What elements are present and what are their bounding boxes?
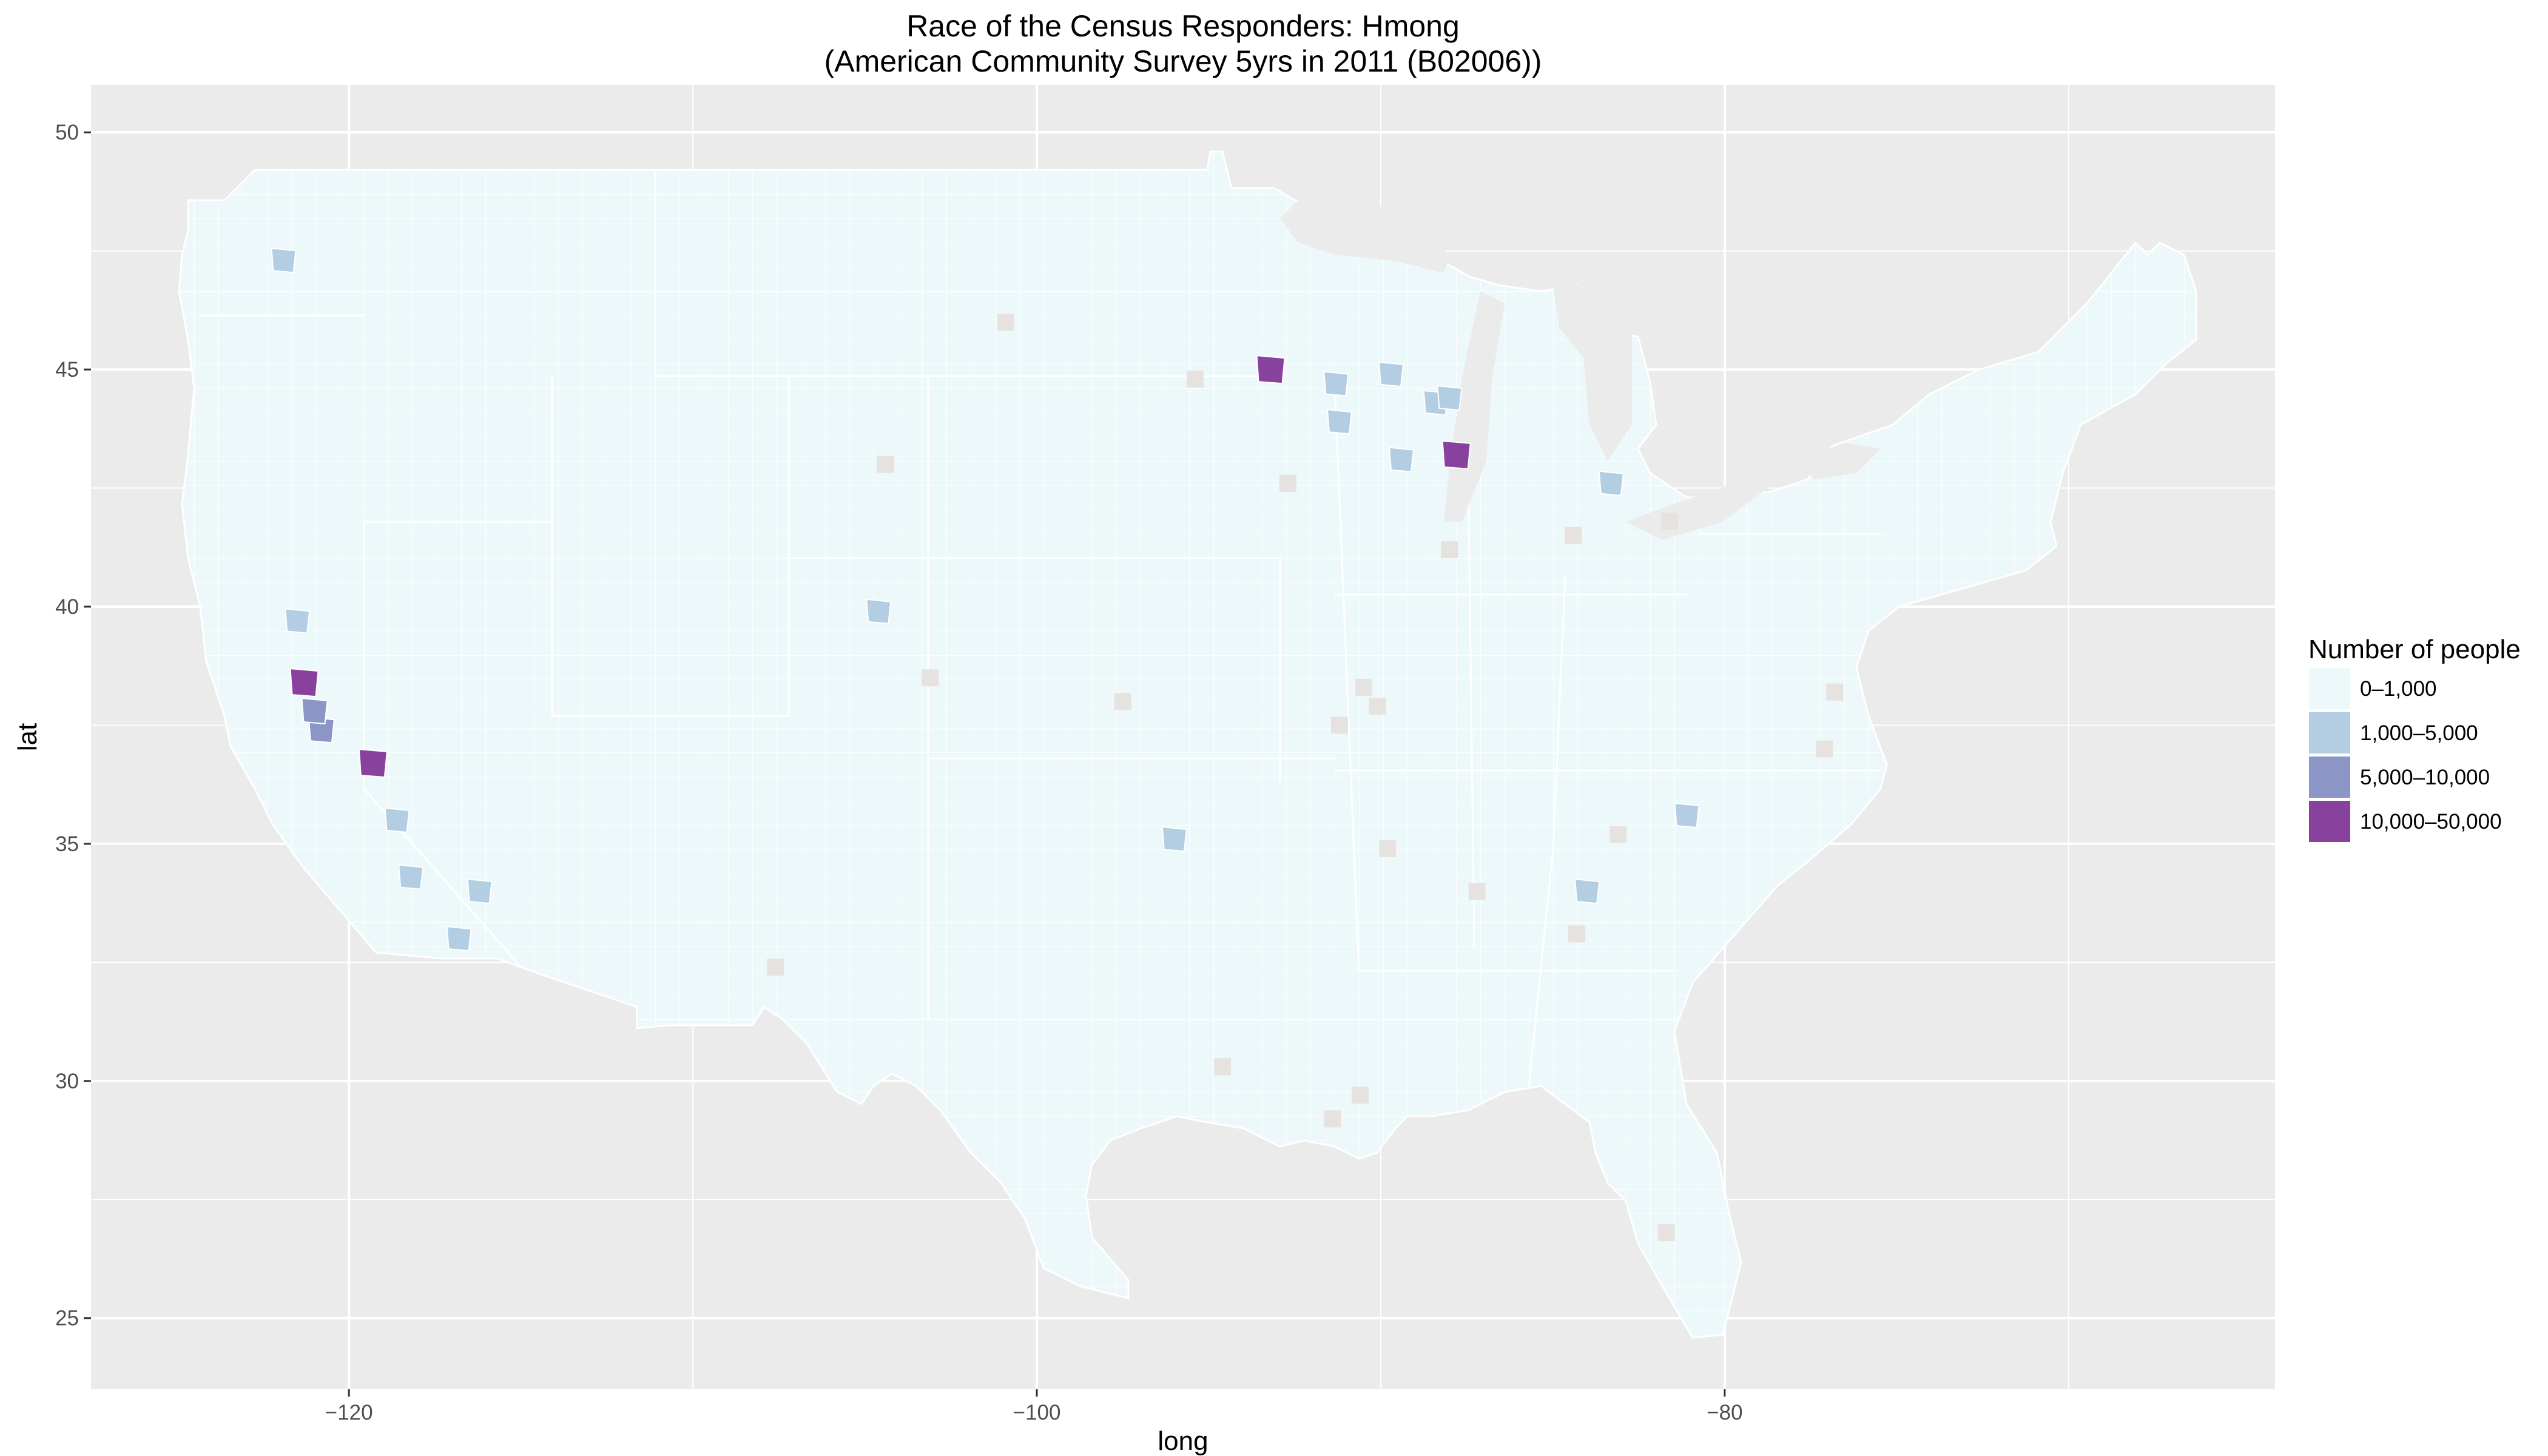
x-axis-label: long — [1158, 1426, 1208, 1456]
county-fresno-tulare-region-ca — [358, 748, 388, 778]
county-dane-wi — [1388, 447, 1415, 473]
no-data-county — [1330, 716, 1348, 734]
legend-title: Number of people — [2308, 635, 2521, 664]
county-san-diego-ca — [446, 926, 472, 952]
legend-swatch — [2308, 667, 2351, 710]
no-data-counties — [767, 313, 1844, 1241]
no-data-county — [767, 959, 784, 976]
legend: Number of people 0–1,000 1,000–5,000 5,000… — [2308, 635, 2521, 843]
legend-label: 5,000–10,000 — [2360, 766, 2490, 789]
y-tick-label: 45 — [55, 358, 79, 382]
y-tick-label: 25 — [55, 1307, 79, 1330]
no-data-county — [877, 456, 894, 473]
no-data-county — [1351, 1087, 1369, 1104]
county-los-angeles-ca — [398, 864, 424, 890]
legend-swatch — [2308, 800, 2351, 843]
lake-superior — [1280, 194, 1450, 273]
county-butte-sutter-ca — [285, 608, 311, 634]
county-brown-wi — [1437, 385, 1463, 411]
no-data-county — [997, 313, 1015, 331]
no-data-county — [1369, 698, 1386, 715]
x-tick-label: −100 — [1013, 1401, 1061, 1424]
no-data-county — [1565, 527, 1582, 544]
contiguous-us-map — [178, 150, 2197, 1339]
county-san-bernardino-riverside-ca — [467, 878, 493, 905]
county-la-crosse-wi — [1326, 408, 1353, 435]
legend-label: 0–1,000 — [2360, 677, 2437, 701]
county-tulsa-ok — [1161, 826, 1187, 852]
us-county-lines — [179, 152, 2196, 1338]
legend-label: 10,000–50,000 — [2360, 810, 2502, 834]
county-denver-co — [866, 598, 892, 624]
no-data-county — [1468, 883, 1486, 900]
legend-label: 1,000–5,000 — [2360, 721, 2478, 745]
y-tick-label: 30 — [55, 1070, 79, 1093]
state-borders — [200, 170, 1881, 1087]
lake-huron — [1553, 285, 1632, 461]
x-tick-label: −80 — [1707, 1401, 1742, 1424]
no-data-county — [1816, 740, 1833, 758]
county-catawba-nc — [1674, 802, 1700, 829]
x-axis-ticks: −120 −100 −80 — [325, 1389, 1743, 1424]
no-data-county — [1379, 840, 1397, 857]
county-merced-stanislaus-ca — [301, 697, 328, 725]
no-data-county — [1214, 1058, 1232, 1076]
no-data-county — [1568, 925, 1586, 943]
county-marathon-wi — [1378, 361, 1404, 387]
no-data-county — [1355, 678, 1372, 696]
y-tick-label: 50 — [55, 121, 79, 144]
no-data-county — [922, 669, 939, 687]
county-kern-ca — [384, 807, 410, 833]
no-data-county — [1826, 683, 1844, 701]
y-axis-label: lat — [13, 723, 42, 751]
x-tick-label: −120 — [325, 1401, 373, 1424]
county-gwinnett-ga — [1574, 878, 1600, 905]
y-tick-label: 40 — [55, 595, 79, 619]
legend-swatch — [2308, 711, 2351, 755]
no-data-county — [1661, 513, 1679, 530]
county-detroit-area-mi — [1598, 470, 1624, 496]
county-eau-claire-wi — [1323, 371, 1349, 397]
no-data-county — [1324, 1110, 1341, 1128]
lake-ontario — [1796, 443, 1881, 479]
highlighted-counties — [271, 248, 1700, 952]
no-data-county — [1657, 1224, 1675, 1241]
chart-title-line1: Race of the Census Responders: Hmong — [906, 9, 1460, 43]
county-sheboygan-wi — [1441, 440, 1471, 470]
no-data-county — [1186, 370, 1204, 388]
no-data-county — [1441, 541, 1458, 559]
y-tick-label: 35 — [55, 832, 79, 856]
y-axis-ticks: 25 30 35 40 45 50 — [55, 121, 91, 1330]
county-twin-cities-mn — [1256, 354, 1286, 385]
no-data-county — [1279, 474, 1296, 492]
county-pierce-king-wa — [271, 248, 297, 274]
county-sacramento-ca — [289, 667, 319, 698]
no-data-county — [1609, 826, 1627, 843]
legend-swatch — [2308, 755, 2351, 799]
chart-title-line2: (American Community Survey 5yrs in 2011 … — [824, 44, 1542, 78]
no-data-county — [1114, 693, 1131, 710]
